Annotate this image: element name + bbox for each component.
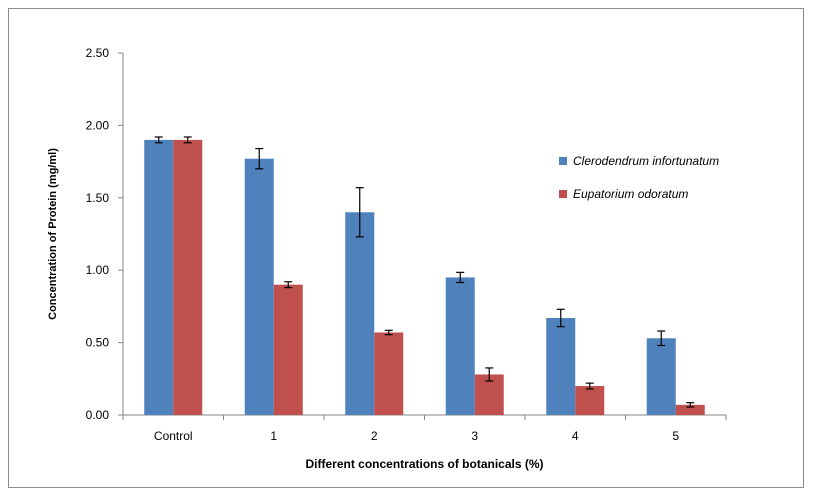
- bar: [646, 338, 676, 415]
- bar: [144, 139, 174, 415]
- bar: [675, 404, 705, 415]
- x-axis: Control 1 2 3 4 5: [122, 414, 727, 443]
- bar: [546, 317, 576, 415]
- y-tick-label: 1.00: [86, 263, 110, 277]
- y-axis-title: Concentration of Protein (mg/ml): [47, 148, 59, 320]
- x-axis-title: Different concentrations of botanicals (…: [305, 457, 543, 471]
- y-tick-label: 2.50: [86, 46, 110, 60]
- bar: [244, 158, 274, 416]
- y-axis: 0.00 0.50 1.00 1.50 2.00 2.50: [86, 46, 124, 422]
- legend-swatch: [559, 157, 567, 165]
- x-tick-label: 2: [371, 429, 378, 443]
- x-tick-label: 3: [471, 429, 478, 443]
- legend-label: Clerodendrum infortunatum: [573, 154, 719, 168]
- legend: Clerodendrum infortunatum Eupatorium odor…: [559, 154, 719, 201]
- y-tick-label: 2.00: [86, 118, 110, 132]
- x-tick-label: Control: [154, 429, 193, 443]
- bar: [173, 139, 203, 415]
- y-tick-label: 0.50: [86, 336, 110, 350]
- legend-label: Eupatorium odoratum: [573, 187, 688, 201]
- bar: [445, 277, 475, 415]
- y-tick-label: 1.50: [86, 191, 110, 205]
- legend-swatch: [559, 190, 567, 198]
- bar: [575, 386, 605, 415]
- y-tick-label: 0.00: [86, 408, 110, 422]
- bars: [144, 136, 705, 416]
- bar: [345, 212, 375, 415]
- x-tick-label: 5: [672, 429, 679, 443]
- bar: [374, 332, 404, 415]
- x-tick-label: 4: [572, 429, 579, 443]
- bar: [273, 284, 303, 415]
- x-tick-label: 1: [270, 429, 277, 443]
